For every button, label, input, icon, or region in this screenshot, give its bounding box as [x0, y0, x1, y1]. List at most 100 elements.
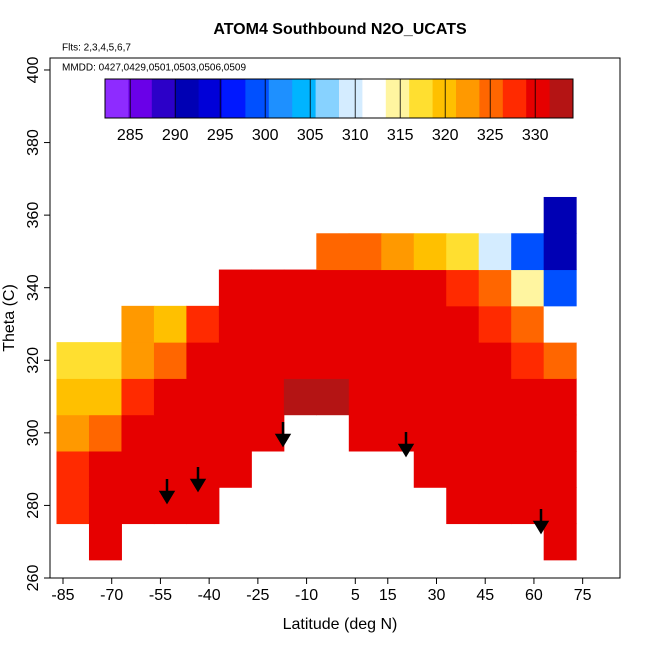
heatmap-cell: [446, 487, 480, 525]
y-tick-label: 320: [25, 347, 42, 374]
heatmap-cell: [153, 342, 187, 379]
heatmap-cell: [283, 378, 317, 416]
heatmap-cell: [218, 450, 252, 488]
heatmap-cell: [121, 450, 155, 488]
x-tick-label: 15: [379, 587, 397, 604]
heatmap-cell: [413, 269, 447, 307]
y-tick-label: 400: [25, 57, 42, 84]
colorbar-block: [268, 79, 293, 118]
y-tick-label: 280: [25, 492, 42, 519]
heatmap-cell: [446, 378, 480, 416]
heatmap-cell: [251, 305, 285, 343]
colorbar-block: [339, 79, 363, 118]
arrow-head: [158, 490, 176, 505]
heatmap-cell: [511, 414, 545, 452]
heatmap-cell: [121, 378, 155, 416]
heatmap-cell: [543, 342, 577, 379]
arrow-head: [397, 443, 415, 458]
x-tick-label: -55: [149, 587, 172, 604]
x-tick-label: 45: [476, 587, 494, 604]
x-tick-label: -85: [51, 587, 74, 604]
heatmap-cell: [88, 450, 122, 488]
x-tick-label: 5: [351, 587, 360, 604]
heatmap-cell: [316, 305, 350, 343]
heatmap-cell: [511, 305, 545, 343]
heatmap-cell: [153, 305, 187, 343]
heatmap-cell: [218, 378, 252, 416]
colorbar-block: [502, 79, 527, 118]
heatmap-cell: [446, 305, 480, 343]
heatmap-cell: [543, 233, 577, 271]
colorbar-block: [175, 79, 200, 118]
colorbar-tick-label: 310: [342, 127, 369, 144]
heatmap-cell: [186, 342, 220, 379]
heatmap-cell: [446, 450, 480, 488]
heatmap-cell: [88, 414, 122, 452]
heatmap-cell: [283, 342, 317, 379]
heatmap-cell: [348, 342, 382, 379]
arrow-head: [189, 478, 207, 493]
colorbar-block: [151, 79, 176, 118]
heatmap-cell: [381, 233, 415, 271]
x-tick-label: 30: [428, 587, 446, 604]
heatmap-cell: [348, 414, 382, 452]
colorbar: 285 290 295 300 305 310 315 320 325 330: [104, 78, 574, 144]
heatmap-cell: [413, 378, 447, 416]
heatmap-cell: [56, 487, 90, 525]
colorbar-block: [292, 79, 317, 118]
heatmap-cell: [316, 269, 350, 307]
heatmap-cell: [186, 414, 220, 452]
heatmap-cell: [446, 233, 480, 271]
heatmap-cell: [413, 450, 447, 488]
heatmap-cell: [446, 269, 480, 307]
heatmap-cell: [478, 269, 512, 307]
heatmap-cell: [543, 269, 577, 307]
heatmap-cell: [348, 378, 382, 416]
heatmap-cell: [56, 342, 90, 379]
heatmap-cell: [251, 378, 285, 416]
colorbar-block: [549, 79, 574, 118]
heatmap-cell: [283, 269, 317, 307]
heatmap-cell: [186, 305, 220, 343]
heatmap-cell: [413, 305, 447, 343]
heatmap-cell: [153, 378, 187, 416]
heatmap-cell: [478, 414, 512, 452]
colorbar-block: [479, 79, 504, 118]
heatmap-cell: [316, 378, 350, 416]
colorbar-block: [456, 79, 480, 118]
arrow-head: [274, 433, 292, 448]
heatmap: [56, 196, 577, 561]
colorbar-block: [198, 79, 223, 118]
y-axis-label: Theta (C): [1, 284, 18, 352]
colorbar-block: [432, 79, 457, 118]
heatmap-cell: [543, 450, 577, 488]
heatmap-cell: [381, 378, 415, 416]
colorbar-block: [526, 79, 551, 118]
heatmap-cell: [88, 342, 122, 379]
heatmap-cell: [478, 378, 512, 416]
annotation: MMDD: 0427,0429,0501,0503,0506,0509: [62, 63, 246, 74]
heatmap-cell: [543, 414, 577, 452]
heatmap-cell: [511, 342, 545, 379]
colorbar-tick-label: 290: [162, 127, 189, 144]
subtitle: Flts: 2,3,4,5,6,7: [62, 43, 131, 54]
y-tick-label: 360: [25, 202, 42, 229]
colorbar-tick-label: 330: [522, 127, 549, 144]
heatmap-cell: [413, 342, 447, 379]
heatmap-cell: [543, 305, 577, 343]
colorbar-tick-label: 305: [297, 127, 324, 144]
colorbar-tick-label: 315: [387, 127, 414, 144]
chart-title: ATOM4 Southbound N2O_UCATS: [213, 21, 467, 38]
heatmap-cell: [478, 233, 512, 271]
y-tick-label: 380: [25, 129, 42, 156]
heatmap-cell: [316, 342, 350, 379]
heatmap-cell: [478, 450, 512, 488]
heatmap-cell: [218, 414, 252, 452]
x-tick-label: -70: [100, 587, 123, 604]
x-tick-label: -40: [198, 587, 221, 604]
heatmap-cell: [446, 414, 480, 452]
colorbar-tick-label: 300: [252, 127, 279, 144]
heatmap-cell: [88, 378, 122, 416]
heatmap-cell: [511, 450, 545, 488]
